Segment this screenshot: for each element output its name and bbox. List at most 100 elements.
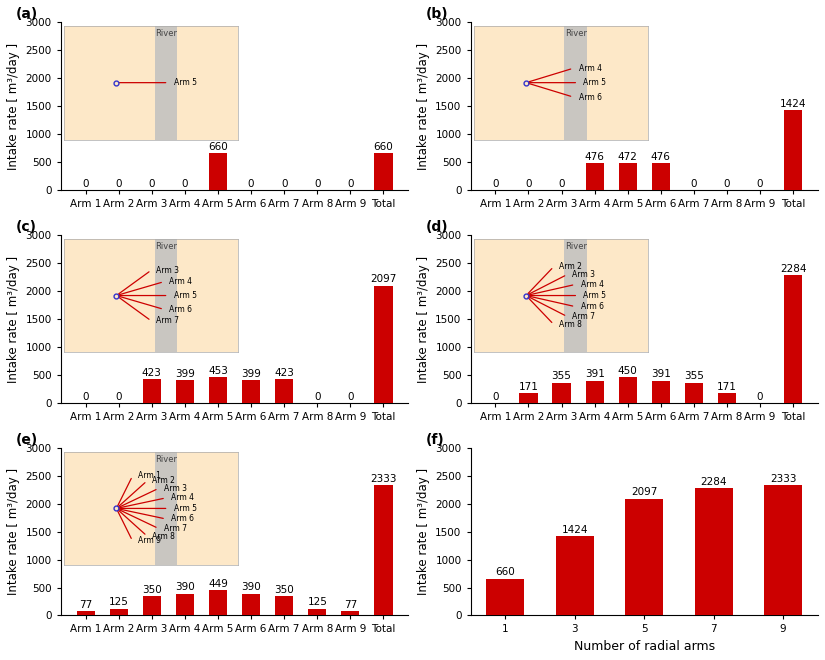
Text: 660: 660: [208, 141, 228, 152]
Text: 0: 0: [314, 179, 321, 189]
Text: 355: 355: [552, 372, 572, 381]
Text: 453: 453: [208, 366, 228, 376]
Text: 0: 0: [281, 179, 287, 189]
Text: 1424: 1424: [780, 99, 806, 109]
Text: 125: 125: [109, 597, 129, 607]
Text: 449: 449: [208, 579, 228, 589]
Text: 0: 0: [691, 179, 697, 189]
Text: 1424: 1424: [562, 525, 588, 535]
Bar: [143, 379, 161, 403]
Bar: [275, 596, 293, 616]
Text: 0: 0: [347, 179, 354, 189]
Bar: [176, 594, 194, 616]
Bar: [242, 380, 260, 403]
Text: 0: 0: [526, 179, 532, 189]
Text: 391: 391: [651, 370, 671, 379]
Bar: [652, 381, 670, 403]
Text: 171: 171: [519, 381, 539, 391]
Text: 355: 355: [684, 372, 704, 381]
Text: 0: 0: [314, 391, 321, 401]
Bar: [375, 153, 393, 189]
Bar: [619, 378, 637, 403]
Bar: [784, 110, 802, 189]
Text: (f): (f): [426, 432, 444, 447]
Text: 660: 660: [374, 141, 394, 152]
Text: 0: 0: [757, 179, 763, 189]
Bar: [77, 611, 95, 616]
Text: 0: 0: [559, 179, 565, 189]
Bar: [209, 153, 227, 189]
Y-axis label: Intake rate [ m³/day ]: Intake rate [ m³/day ]: [7, 255, 20, 383]
Text: 391: 391: [585, 370, 605, 379]
Text: 0: 0: [116, 391, 122, 401]
Bar: [209, 378, 227, 403]
Text: 171: 171: [717, 381, 737, 391]
Bar: [309, 609, 327, 616]
Text: 0: 0: [493, 179, 498, 189]
Bar: [242, 594, 260, 616]
Text: 476: 476: [585, 152, 605, 162]
Text: (b): (b): [426, 7, 448, 20]
X-axis label: Number of radial arms: Number of radial arms: [573, 640, 714, 653]
Y-axis label: Intake rate [ m³/day ]: Intake rate [ m³/day ]: [7, 469, 20, 595]
Text: 0: 0: [182, 179, 188, 189]
Text: 450: 450: [618, 366, 638, 376]
Text: 0: 0: [82, 179, 89, 189]
Bar: [209, 591, 227, 616]
Bar: [695, 488, 733, 616]
Bar: [553, 383, 571, 403]
Text: 660: 660: [496, 568, 516, 578]
Bar: [625, 498, 663, 616]
Bar: [275, 379, 293, 403]
Bar: [375, 485, 393, 616]
Bar: [586, 381, 604, 403]
Bar: [486, 579, 525, 616]
Bar: [718, 393, 736, 403]
Bar: [556, 536, 594, 616]
Bar: [764, 485, 802, 616]
Bar: [520, 393, 538, 403]
Text: 0: 0: [347, 391, 354, 401]
Text: 2284: 2284: [780, 264, 806, 274]
Bar: [176, 380, 194, 403]
Text: 476: 476: [651, 152, 671, 162]
Text: 0: 0: [757, 391, 763, 401]
Text: 0: 0: [82, 391, 89, 401]
Text: 423: 423: [142, 368, 162, 378]
Text: 399: 399: [175, 369, 195, 379]
Bar: [619, 164, 637, 189]
Text: 2097: 2097: [370, 275, 397, 284]
Bar: [685, 383, 703, 403]
Text: 0: 0: [148, 179, 155, 189]
Y-axis label: Intake rate [ m³/day ]: Intake rate [ m³/day ]: [417, 42, 430, 170]
Text: 399: 399: [241, 369, 261, 379]
Text: (c): (c): [16, 220, 36, 234]
Text: (e): (e): [16, 432, 38, 447]
Bar: [110, 609, 128, 616]
Bar: [652, 163, 670, 189]
Text: 2284: 2284: [700, 477, 727, 486]
Bar: [342, 611, 360, 616]
Text: 350: 350: [142, 585, 162, 595]
Text: (d): (d): [426, 220, 448, 234]
Bar: [586, 163, 604, 189]
Text: 390: 390: [241, 582, 261, 592]
Text: 2333: 2333: [770, 474, 796, 484]
Text: 0: 0: [248, 179, 254, 189]
Y-axis label: Intake rate [ m³/day ]: Intake rate [ m³/day ]: [7, 42, 20, 170]
Text: 77: 77: [344, 600, 357, 610]
Bar: [143, 596, 161, 616]
Text: 77: 77: [79, 600, 92, 610]
Bar: [784, 275, 802, 403]
Text: 423: 423: [274, 368, 295, 378]
Text: 0: 0: [116, 179, 122, 189]
Y-axis label: Intake rate [ m³/day ]: Intake rate [ m³/day ]: [417, 255, 430, 383]
Text: 0: 0: [493, 391, 498, 401]
Text: 390: 390: [175, 582, 195, 592]
Text: 125: 125: [308, 597, 328, 607]
Text: 0: 0: [724, 179, 730, 189]
Text: 2333: 2333: [370, 474, 397, 484]
Y-axis label: Intake rate [ m³/day ]: Intake rate [ m³/day ]: [417, 469, 430, 595]
Bar: [375, 286, 393, 403]
Text: 472: 472: [618, 152, 638, 162]
